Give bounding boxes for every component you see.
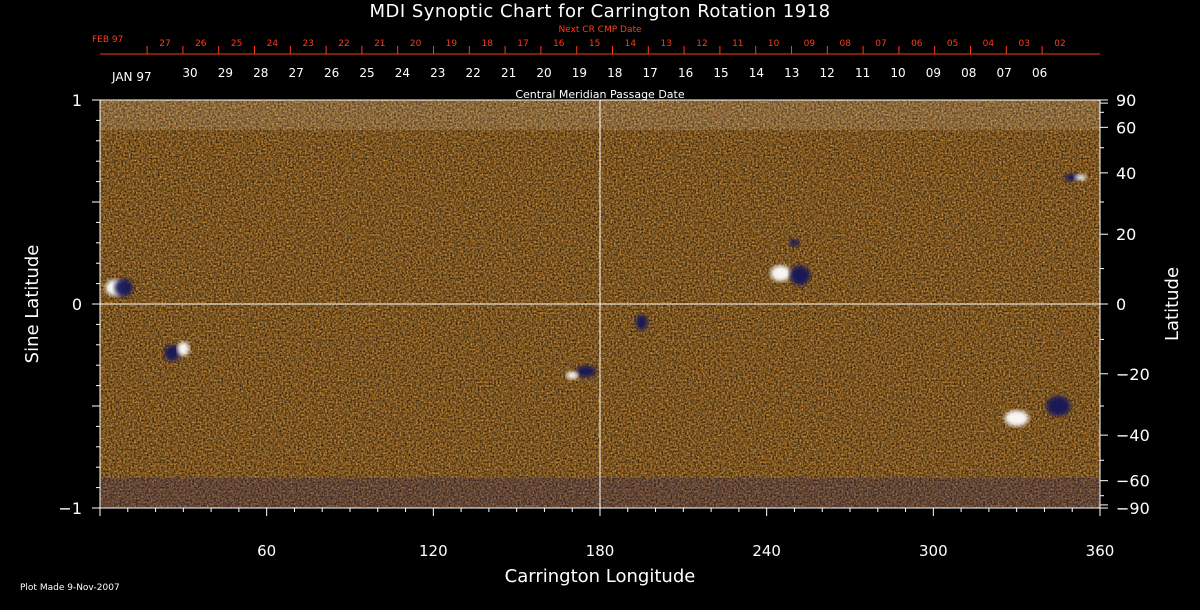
cmp-date: 20 (536, 66, 551, 80)
y-right-tick-label: −90 (1116, 499, 1150, 518)
cmp-date: 15 (713, 66, 728, 80)
cmp-date: 10 (890, 66, 905, 80)
y-right-tick-label: −20 (1116, 365, 1150, 384)
next-cr-month: FEB 97 (92, 35, 123, 45)
cmp-date: 22 (466, 66, 481, 80)
next-cr-date: 27 (159, 39, 170, 49)
next-cr-date: 03 (1018, 39, 1029, 49)
next-cr-date: 19 (446, 39, 458, 49)
cmp-date: 29 (218, 66, 233, 80)
next-cr-label: Next CR CMP Date (558, 25, 642, 35)
cmp-date: 17 (643, 66, 658, 80)
next-cr-date: 02 (1054, 39, 1065, 49)
active-region (1046, 396, 1071, 416)
active-region (114, 278, 133, 297)
next-cr-date: 13 (660, 39, 671, 49)
y-axis-right: 90 60 40 20 0 −20 −40 −60 −90 (1100, 91, 1150, 518)
next-cr-date: 05 (947, 39, 958, 49)
cmp-date: 30 (182, 66, 197, 80)
y-axis-left: 1 0 −1 (58, 91, 100, 518)
cmp-date: 27 (289, 66, 304, 80)
cmp-label: Central Meridian Passage Date (515, 88, 684, 101)
next-cr-date: 06 (911, 39, 923, 49)
next-cr-dates: 27 26 25 24 23 22 21 20 19 18 17 16 15 14 13 12 11 10 09 08… (159, 39, 1065, 49)
cmp-date: 28 (253, 66, 268, 80)
y-left-tick-label: −1 (58, 499, 82, 518)
active-region (566, 371, 579, 380)
x-axis-label: Carrington Longitude (505, 566, 696, 587)
cmp-date: 14 (749, 66, 764, 80)
x-tick-label: 360 (1086, 542, 1115, 560)
active-regions (105, 173, 1087, 427)
cmp-date: 13 (784, 66, 799, 80)
next-cr-date: 16 (553, 39, 565, 49)
cmp-date: 08 (961, 66, 976, 80)
cmp-dates: 30 29 28 27 26 25 24 23 22 21 20 19 18 17 16 15 14 13 12 11… (182, 66, 1047, 80)
active-region (1004, 410, 1029, 427)
cmp-date: 06 (1032, 66, 1047, 80)
x-tick-label: 240 (752, 542, 781, 560)
cmp-date: 18 (607, 66, 622, 80)
next-cr-ticks (146, 46, 1043, 54)
cmp-month: JAN 97 (111, 70, 152, 84)
cmp-date: 12 (820, 66, 835, 80)
y-right-tick-label: −40 (1116, 426, 1150, 445)
next-cr-date: 25 (231, 39, 242, 49)
plot-made-stamp: Plot Made 9-Nov-2007 (20, 583, 120, 593)
next-cr-date: 09 (804, 39, 816, 49)
active-region (1074, 174, 1087, 181)
y-right-tick-label: 20 (1116, 225, 1136, 244)
active-region (770, 265, 791, 282)
next-cr-date: 24 (267, 39, 279, 49)
next-cr-date: 12 (696, 39, 707, 49)
next-cr-date: 08 (839, 39, 851, 49)
plot-area (99, 99, 1101, 509)
next-cr-date: 15 (589, 39, 600, 49)
cmp-date: 23 (430, 66, 445, 80)
y-right-tick-label: −60 (1116, 472, 1150, 491)
next-cr-date: 14 (625, 39, 637, 49)
y-right-tick-label: 0 (1116, 295, 1126, 314)
cmp-date: 11 (855, 66, 870, 80)
cmp-date: 24 (395, 66, 410, 80)
y-axis-left-label: Sine Latitude (22, 245, 43, 364)
active-region (177, 341, 190, 356)
cmp-date: 09 (926, 66, 941, 80)
x-tick-label: 120 (419, 542, 448, 560)
next-cr-date: 04 (983, 39, 995, 49)
next-cr-date: 21 (374, 39, 385, 49)
next-cr-date: 10 (768, 39, 780, 49)
next-cr-date: 11 (732, 39, 743, 49)
y-right-tick-label: 60 (1116, 118, 1136, 137)
next-cr-date: 22 (338, 39, 349, 49)
cmp-date: 26 (324, 66, 339, 80)
next-cr-date: 20 (410, 39, 422, 49)
x-axis: 60 120 180 240 300 360 (99, 508, 1115, 560)
active-region (789, 238, 800, 247)
active-region (790, 265, 810, 286)
active-region (635, 314, 648, 331)
y-left-tick-label: 0 (72, 295, 82, 314)
next-cr-date: 18 (481, 39, 493, 49)
x-tick-label: 180 (586, 542, 615, 560)
active-region (576, 365, 597, 378)
y-right-tick-label: 40 (1116, 164, 1136, 183)
y-axis-right-label: Latitude (1162, 267, 1183, 341)
active-region (164, 344, 181, 361)
next-cr-date: 17 (517, 39, 528, 49)
cmp-date: 19 (572, 66, 587, 80)
y-right-tick-label: 90 (1116, 91, 1136, 110)
cmp-date: 25 (359, 66, 374, 80)
next-cr-date: 07 (875, 39, 886, 49)
cmp-date: 21 (501, 66, 516, 80)
x-tick-label: 60 (257, 542, 276, 560)
cmp-date: 16 (678, 66, 693, 80)
next-cr-date: 23 (302, 39, 313, 49)
chart-title: MDI Synoptic Chart for Carrington Rotati… (369, 1, 830, 22)
cmp-date: 07 (997, 66, 1012, 80)
next-cr-date: 26 (195, 39, 207, 49)
x-tick-label: 300 (919, 542, 948, 560)
y-left-tick-label: 1 (72, 91, 82, 110)
